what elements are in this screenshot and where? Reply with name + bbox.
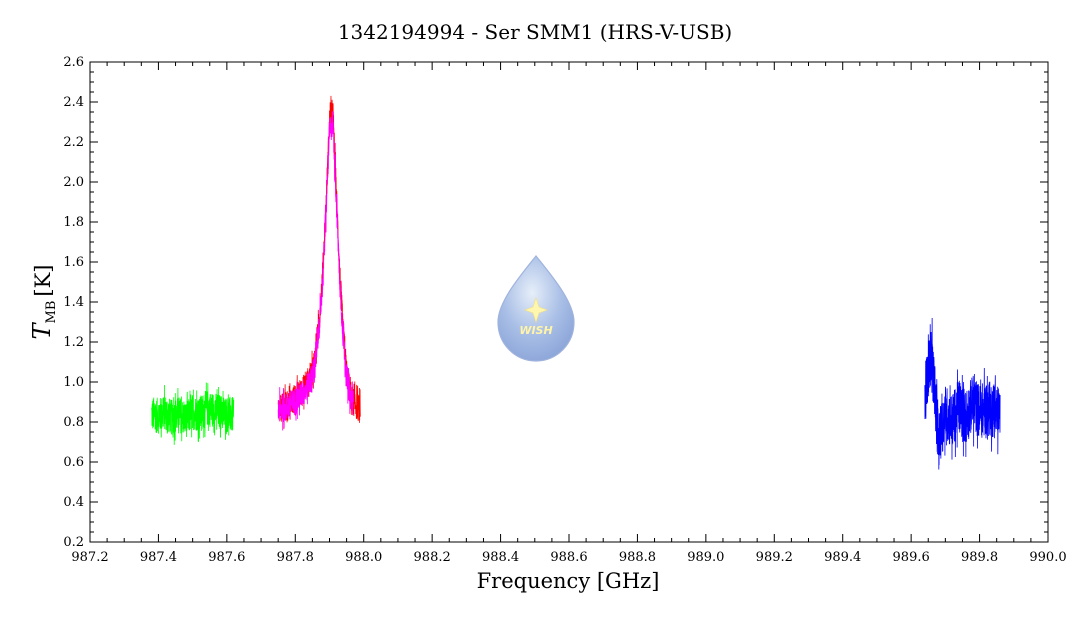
y-axis-unit: [K] — [31, 265, 55, 297]
y-axis-subscript: MB — [44, 301, 59, 324]
y-tick-label: 1.4 — [63, 295, 84, 310]
y-tick-label: 0.6 — [63, 455, 84, 470]
y-tick-label: 2.4 — [63, 95, 84, 110]
series-line — [151, 382, 235, 445]
x-axis-label: Frequency [GHz] — [477, 569, 660, 593]
y-tick-label: 1.8 — [63, 215, 84, 230]
tick-marks — [89, 61, 1049, 543]
y-tick-label: 1.6 — [63, 255, 84, 270]
axis-ticks — [89, 61, 1049, 543]
x-tick-label: 988.0 — [345, 550, 382, 565]
x-tick-labels: 987.2 987.4 987.6 987.8 988.0 988.2 988.4 988.6… — [71, 550, 1066, 565]
x-tick-label: 988.2 — [414, 550, 451, 565]
x-tick-label: 988.6 — [550, 550, 587, 565]
x-tick-label: 989.8 — [961, 550, 998, 565]
series-line — [924, 317, 1001, 470]
y-tick-label: 2.6 — [63, 55, 84, 70]
y-tick-label: 0.8 — [63, 415, 84, 430]
x-tick-label: 990.0 — [1029, 550, 1066, 565]
y-tick-label: 2.2 — [63, 135, 84, 150]
y-tick-label: 0.2 — [63, 535, 84, 550]
logo-text: WISH — [519, 324, 552, 337]
y-tick-label: 1.0 — [63, 375, 84, 390]
y-axis-label: TMB [K] — [28, 265, 59, 340]
x-tick-label: 989.2 — [756, 550, 793, 565]
x-tick-label: 987.4 — [140, 550, 177, 565]
x-tick-label: 987.2 — [71, 550, 108, 565]
x-tick-label: 989.6 — [893, 550, 930, 565]
wish-logo: WISH — [497, 255, 575, 362]
series-line — [277, 110, 354, 431]
star-icon — [524, 297, 548, 323]
x-tick-label: 988.8 — [619, 550, 656, 565]
y-tick-label: 0.4 — [63, 495, 84, 510]
series-layer — [151, 95, 1001, 470]
chart-title: 1342194994 - Ser SMM1 (HRS-V-USB) — [338, 20, 732, 44]
x-tick-label: 987.6 — [208, 550, 245, 565]
x-tick-label: 989.4 — [824, 550, 861, 565]
y-tick-label: 2.0 — [63, 175, 84, 190]
x-tick-label: 989.0 — [687, 550, 724, 565]
y-axis-symbol: T — [28, 321, 56, 339]
y-tick-labels: 0.2 0.4 0.6 0.8 1.0 1.2 1.4 1.6 1.8 2.0 2.2 2.4 2.6 — [63, 55, 84, 550]
y-tick-label: 1.2 — [63, 335, 84, 350]
x-tick-label: 987.8 — [277, 550, 314, 565]
x-tick-label: 988.4 — [482, 550, 519, 565]
